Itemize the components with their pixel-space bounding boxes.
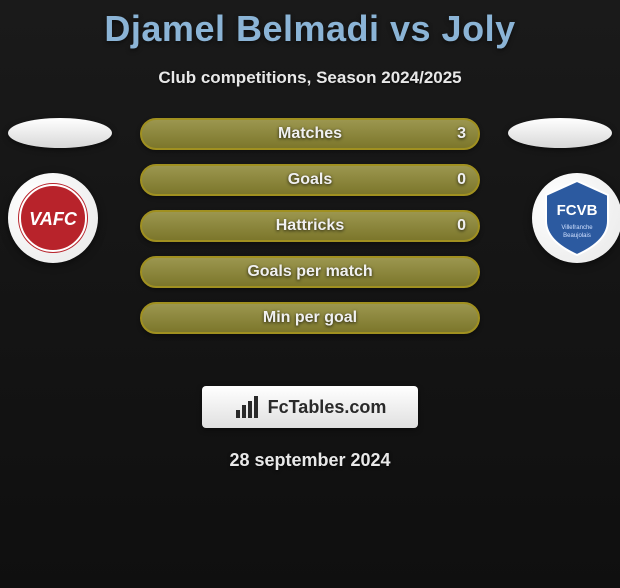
page-title: Djamel Belmadi vs Joly <box>0 8 620 50</box>
club-logo-left-icon: VAFC <box>16 181 90 255</box>
chart-icon <box>234 394 260 420</box>
stat-bar: Hattricks0 <box>140 210 480 242</box>
stat-value-right: 0 <box>457 166 466 194</box>
subtitle: Club competitions, Season 2024/2025 <box>0 68 620 88</box>
svg-text:Beaujolais: Beaujolais <box>563 233 591 239</box>
stat-label: Goals per match <box>142 258 478 286</box>
player-right-oval <box>508 118 612 148</box>
branding-text: FcTables.com <box>268 397 387 418</box>
stat-bars: Matches3Goals0Hattricks0Goals per matchM… <box>140 118 480 348</box>
comparison-panel: VAFC FCVB Villefranche Beaujolais Matche… <box>0 118 620 378</box>
stat-bar: Matches3 <box>140 118 480 150</box>
svg-text:VAFC: VAFC <box>29 209 78 229</box>
date-line: 28 september 2024 <box>0 450 620 471</box>
stat-bar: Goals0 <box>140 164 480 196</box>
stat-label: Matches <box>142 120 478 148</box>
stat-label: Min per goal <box>142 304 478 332</box>
svg-text:Villefranche: Villefranche <box>561 225 593 231</box>
stat-label: Hattricks <box>142 212 478 240</box>
stat-bar: Goals per match <box>140 256 480 288</box>
stat-value-right: 0 <box>457 212 466 240</box>
player-left-oval <box>8 118 112 148</box>
svg-text:FCVB: FCVB <box>557 202 598 219</box>
stat-value-right: 3 <box>457 120 466 148</box>
stat-label: Goals <box>142 166 478 194</box>
stat-bar: Min per goal <box>140 302 480 334</box>
club-badge-left: VAFC <box>8 173 98 263</box>
club-badge-right: FCVB Villefranche Beaujolais <box>532 173 620 263</box>
branding-badge: FcTables.com <box>202 386 418 428</box>
player-right-spot <box>508 118 612 148</box>
club-logo-right-icon: FCVB Villefranche Beaujolais <box>534 175 620 261</box>
player-left-spot <box>8 118 112 148</box>
